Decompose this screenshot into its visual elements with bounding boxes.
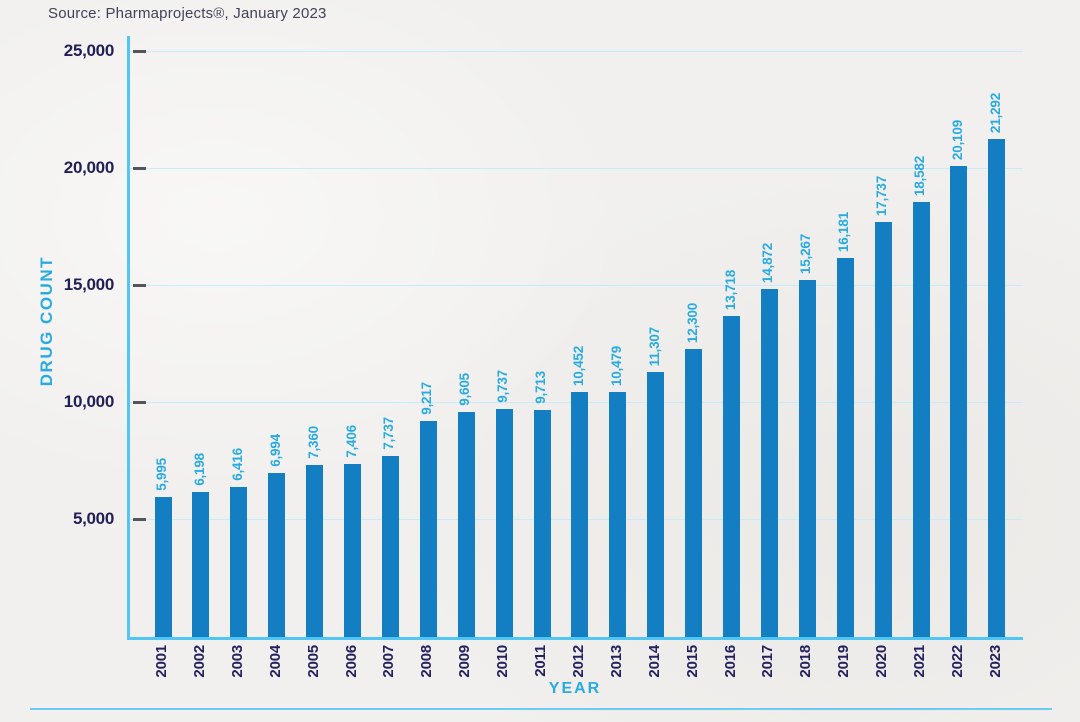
bar (875, 222, 892, 637)
grid-line (130, 51, 1023, 52)
bar (647, 372, 664, 637)
bar-value-label: 9,217 (419, 382, 434, 415)
bar (155, 497, 172, 637)
bar-value-label: 17,737 (874, 175, 889, 216)
bar-value-label: 5,995 (154, 458, 169, 491)
y-tick-mark (133, 401, 146, 404)
bar (609, 392, 626, 637)
bar (571, 392, 588, 637)
bar-value-label: 9,737 (495, 370, 510, 403)
x-tick-label: 2015 (684, 645, 701, 678)
x-tick-label: 2010 (494, 645, 511, 678)
y-tick-label: 25,000 (63, 41, 115, 60)
x-tick-label: 2023 (987, 645, 1004, 678)
bar-value-label: 20,109 (950, 119, 965, 160)
bar-value-label: 9,605 (457, 373, 472, 406)
bar-value-label: 7,360 (306, 426, 321, 459)
bar-value-label: 13,718 (723, 269, 738, 310)
x-tick-label: 2022 (949, 645, 966, 678)
x-tick-label: 2014 (646, 645, 663, 678)
bar-value-label: 11,307 (647, 326, 662, 366)
bar (913, 202, 930, 637)
y-tick-label: 5,000 (72, 509, 114, 528)
x-tick-label: 2019 (835, 645, 852, 678)
y-tick-mark (133, 284, 146, 287)
bar (230, 487, 247, 637)
grid-line (130, 285, 1023, 286)
x-tick-label: 2013 (608, 645, 625, 678)
y-tick-label: 10,000 (63, 392, 115, 411)
bar (344, 464, 361, 637)
x-tick-label: 2020 (873, 645, 890, 678)
bar (382, 456, 399, 637)
x-tick-label: 2017 (759, 645, 776, 678)
bottom-divider (30, 708, 1052, 710)
x-axis-title: YEAR (548, 680, 602, 697)
bar (306, 465, 323, 637)
bar-value-label: 10,479 (609, 345, 624, 386)
bar (534, 410, 551, 637)
x-tick-label: 2008 (418, 645, 435, 678)
bar (799, 280, 816, 637)
bar (458, 412, 475, 637)
x-tick-label: 2009 (456, 645, 473, 678)
x-tick-label: 2004 (267, 645, 284, 678)
x-tick-label: 2003 (229, 645, 246, 678)
plot-area: 5,995 6,198 6,416 6,994 7,360 7,406 7,737 9,217… (127, 36, 1023, 640)
bar (837, 258, 854, 637)
bar (685, 349, 702, 637)
bar (496, 409, 513, 637)
bar-value-label: 6,994 (268, 434, 283, 467)
source-note: Source: Pharmaprojects®, January 2023 (48, 5, 327, 22)
x-tick-label: 2016 (722, 645, 739, 678)
y-tick-mark (133, 167, 146, 170)
x-tick-label: 2011 (532, 645, 549, 677)
bar (192, 492, 209, 637)
x-tick-label: 2002 (191, 645, 208, 678)
y-tick-mark (133, 50, 146, 53)
bar-value-label: 10,452 (571, 345, 586, 386)
bar (268, 473, 285, 637)
bar-value-label: 21,292 (988, 92, 1003, 133)
x-tick-label: 2018 (797, 645, 814, 678)
x-tick-label: 2005 (305, 645, 322, 678)
x-tick-label: 2001 (153, 645, 170, 678)
bar-value-label: 7,737 (381, 417, 396, 450)
y-tick-label: 20,000 (63, 158, 115, 177)
y-tick-mark (133, 518, 146, 521)
bar-value-label: 6,198 (192, 453, 207, 486)
x-tick-label: 2012 (570, 645, 587, 678)
bar-value-label: 12,300 (685, 302, 700, 343)
bar-value-label: 6,416 (230, 448, 245, 481)
bar (420, 421, 437, 637)
bar (761, 289, 778, 637)
bar-value-label: 9,713 (533, 371, 548, 404)
x-tick-label: 2007 (380, 645, 397, 678)
x-tick-label: 2006 (343, 645, 360, 678)
x-tick-label: 2021 (911, 645, 928, 678)
bar (988, 139, 1005, 637)
bar (723, 316, 740, 637)
bar-value-label: 16,181 (836, 211, 851, 252)
bar-value-label: 7,406 (344, 425, 359, 458)
bar-value-label: 14,872 (760, 242, 775, 283)
y-tick-label: 15,000 (63, 275, 115, 294)
grid-line (130, 168, 1023, 169)
bar-value-label: 15,267 (798, 233, 813, 274)
bar (950, 166, 967, 637)
bar-value-label: 18,582 (912, 155, 927, 196)
